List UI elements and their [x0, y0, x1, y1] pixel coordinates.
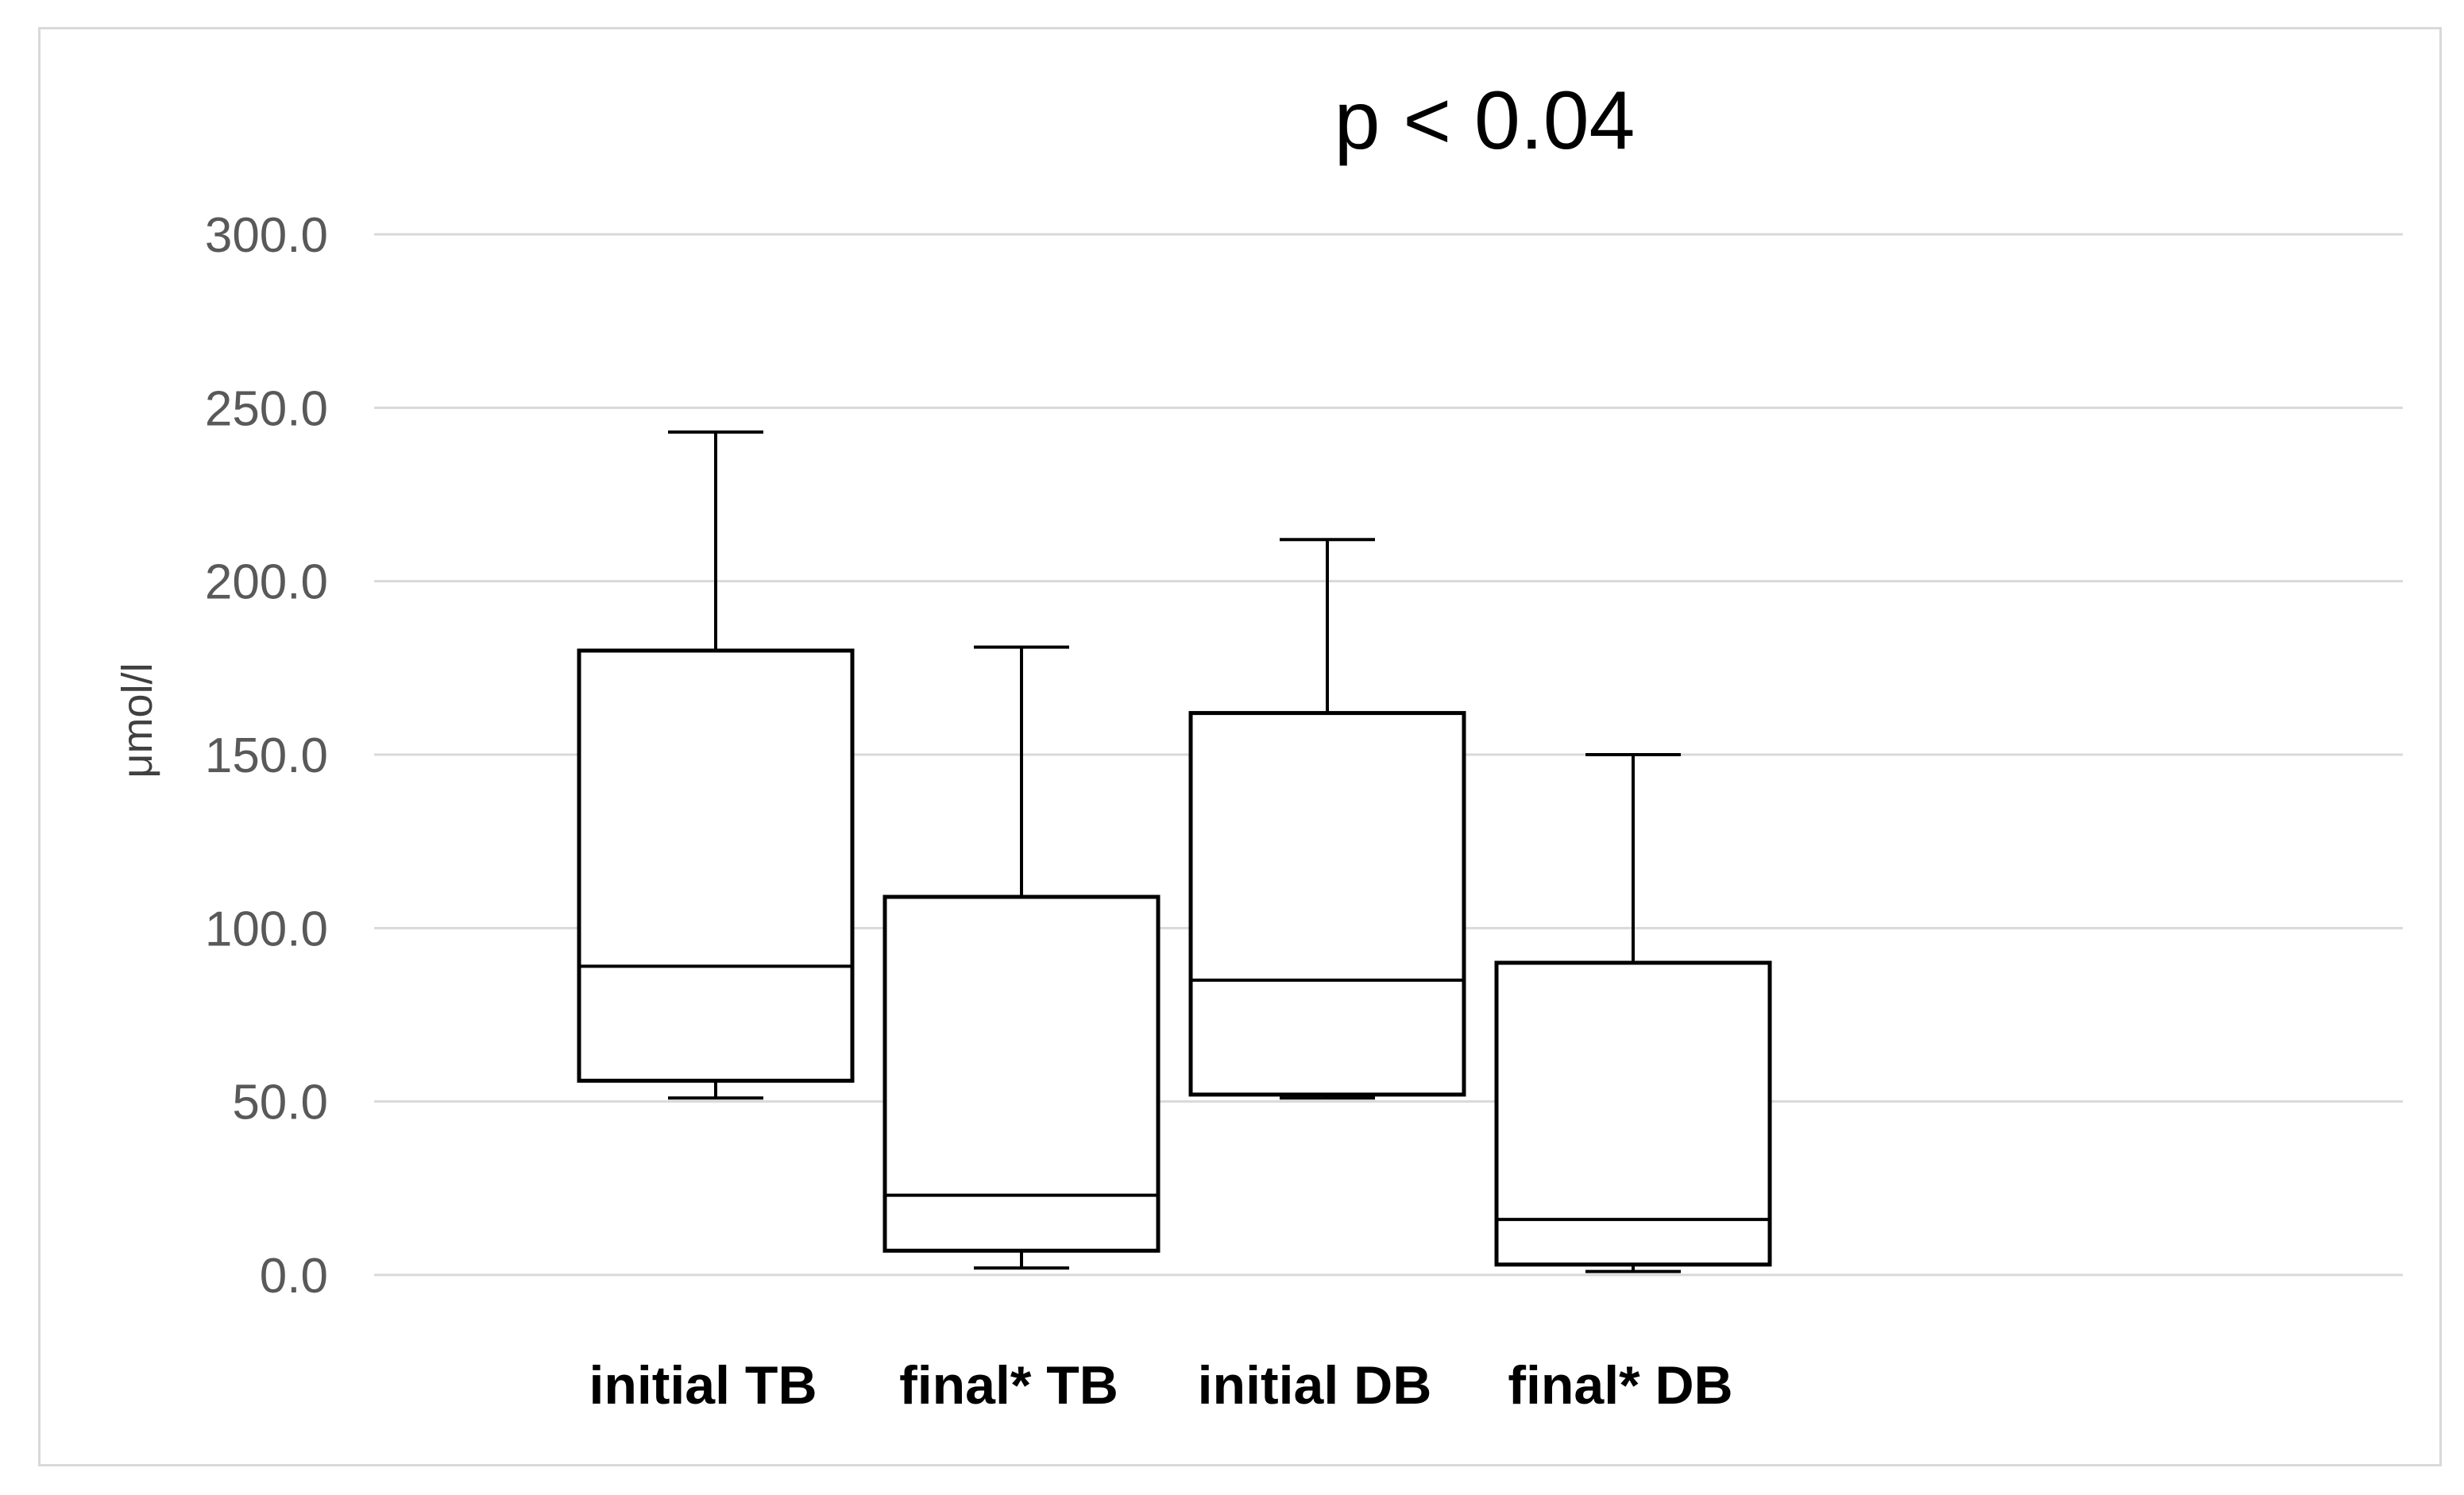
iqr-box	[882, 894, 1161, 1253]
y-tick-label: 200.0	[205, 555, 328, 610]
y-tick-label: 50.0	[232, 1076, 328, 1130]
boxes	[577, 430, 1772, 1273]
box-2	[882, 645, 1161, 1270]
y-tick-labels: 0.0 50.0 100.0 150.0 200.0 250.0 300.0	[205, 208, 328, 1304]
y-tick-label: 300.0	[205, 208, 328, 263]
category-label: initial DB	[1198, 1355, 1432, 1416]
box-3	[1188, 538, 1466, 1100]
y-tick-label: 250.0	[205, 381, 328, 436]
box-1	[577, 430, 855, 1100]
iqr-box	[1188, 711, 1466, 1097]
y-tick-label: 150.0	[205, 728, 328, 783]
boxplot-chart: p < 0.04 μmol/l 0.0 50.0 100.0 150.0 200.0 25…	[114, 75, 2403, 1416]
chart-frame: p < 0.04 μmol/l 0.0 50.0 100.0 150.0 200.0 25…	[38, 27, 2442, 1466]
chart-title: p < 0.04	[1334, 75, 1636, 167]
y-tick-label: 0.0	[260, 1249, 328, 1304]
category-labels: initial TB final* TB initial DB final* DB	[589, 1355, 1732, 1416]
category-label: initial TB	[589, 1355, 817, 1416]
category-label: final* DB	[1508, 1355, 1732, 1416]
y-axis-label: μmol/l	[114, 663, 161, 778]
box-4	[1494, 753, 1772, 1273]
y-tick-label: 100.0	[205, 902, 328, 956]
category-label: final* TB	[899, 1355, 1118, 1416]
iqr-box	[1494, 960, 1772, 1267]
iqr-box	[577, 648, 855, 1083]
